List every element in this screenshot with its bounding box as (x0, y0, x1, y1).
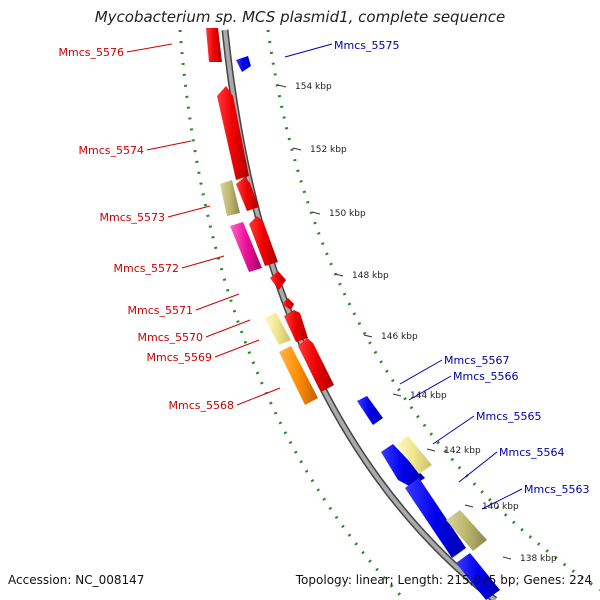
tick-label: 144 kbp (410, 391, 447, 401)
gene-mmcs-5573b[interactable] (236, 177, 259, 211)
forward-gene-labels: Mmcs_5576 Mmcs_5574 Mmcs_5573 Mmcs_5572 … (59, 46, 234, 412)
gene-mmcs-5573a[interactable] (220, 180, 240, 216)
label-mmcs-5573[interactable]: Mmcs_5573 (100, 211, 165, 224)
gene-mmcs-5569[interactable] (284, 310, 308, 342)
reverse-gene-labels: Mmcs_5575 Mmcs_5567 Mmcs_5566 Mmcs_5565 … (334, 39, 589, 496)
gene-mmcs-5570b[interactable] (282, 298, 294, 310)
gene-mmcs-5572a[interactable] (230, 222, 262, 272)
label-mmcs-5575[interactable]: Mmcs_5575 (334, 39, 399, 52)
label-mmcs-5569[interactable]: Mmcs_5569 (147, 351, 212, 364)
label-mmcs-5563[interactable]: Mmcs_5563 (524, 483, 589, 496)
gene-mmcs-5563[interactable] (446, 510, 487, 551)
tick-label: 154 kbp (295, 82, 332, 92)
label-mmcs-5576[interactable]: Mmcs_5576 (59, 46, 124, 59)
label-mmcs-5568[interactable]: Mmcs_5568 (169, 399, 234, 412)
tick-label: 148 kbp (352, 271, 389, 281)
tick-mark (392, 393, 402, 397)
tick-label: 142 kbp (444, 446, 481, 456)
gene-mmcs-5566[interactable] (381, 444, 425, 487)
label-leader-lines (126, 43, 523, 510)
tick-mark (363, 334, 373, 338)
tick-mark (311, 211, 321, 215)
gene-mmcs-5575[interactable] (236, 56, 251, 72)
label-mmcs-5564[interactable]: Mmcs_5564 (499, 446, 564, 459)
gene-mmcs-5562[interactable] (456, 553, 500, 600)
tick-label: 150 kbp (329, 209, 366, 219)
gene-mmcs-5571[interactable] (270, 271, 286, 290)
gene-mmcs-5567[interactable] (357, 396, 383, 425)
label-mmcs-5574[interactable]: Mmcs_5574 (79, 144, 144, 157)
sequence-summary-text: Topology: linear; Length: 215,075 bp; Ge… (295, 573, 592, 587)
label-mmcs-5572[interactable]: Mmcs_5572 (114, 262, 179, 275)
gene-mmcs-5568a[interactable] (279, 346, 318, 405)
gene-mmcs-5576[interactable] (206, 28, 222, 62)
coordinate-ticks: 154 kbp 152 kbp 150 kbp 148 kbp 146 kbp 144 k… (277, 82, 557, 564)
tick-mark (426, 448, 436, 452)
tick-label: 140 kbp (482, 502, 519, 512)
tick-mark (502, 556, 512, 560)
gene-mmcs-5564[interactable] (405, 478, 466, 558)
tick-mark (334, 273, 344, 277)
tick-mark (277, 84, 287, 88)
tick-mark (464, 504, 474, 508)
tick-label: 152 kbp (310, 145, 347, 155)
accession-text: Accession: NC_008147 (8, 573, 145, 587)
tick-mark (292, 147, 302, 151)
label-mmcs-5566[interactable]: Mmcs_5566 (453, 370, 518, 383)
label-mmcs-5567[interactable]: Mmcs_5567 (444, 354, 509, 367)
map-title: Mycobacterium sp. MCS plasmid1, complete… (94, 8, 506, 26)
gene-mmcs-5572b[interactable] (249, 216, 278, 266)
label-mmcs-5565[interactable]: Mmcs_5565 (476, 410, 541, 423)
gene-mmcs-5574[interactable] (217, 86, 249, 180)
gene-mmcs-5565[interactable] (396, 436, 432, 474)
gene-mmcs-5568b[interactable] (298, 338, 334, 392)
label-mmcs-5571[interactable]: Mmcs_5571 (128, 304, 193, 317)
gene-mmcs-5570a[interactable] (264, 313, 291, 345)
label-mmcs-5570[interactable]: Mmcs_5570 (138, 331, 203, 344)
tick-label: 146 kbp (381, 332, 418, 342)
tick-label: 138 kbp (520, 554, 557, 564)
